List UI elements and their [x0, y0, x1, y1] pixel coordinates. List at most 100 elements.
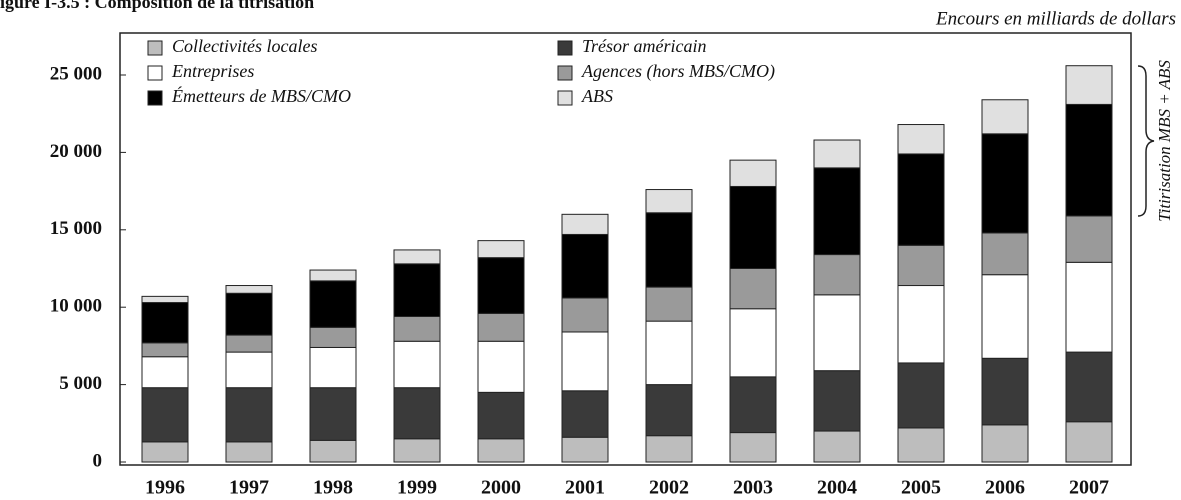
- bar-segment: [1065, 351, 1113, 423]
- bar-segment: [225, 441, 273, 463]
- bar-segment: [561, 390, 609, 438]
- bar-segment: [729, 185, 777, 269]
- plot-frame: [119, 32, 1132, 466]
- bar-segment: [141, 342, 189, 358]
- bar-segment: [225, 387, 273, 443]
- bar-segment: [393, 438, 441, 463]
- bar-segment: [561, 331, 609, 392]
- bar-segment: [225, 285, 273, 294]
- bar-segment: [897, 285, 945, 364]
- bar-segment: [393, 263, 441, 317]
- legend-swatch: [557, 90, 573, 106]
- bar-segment: [141, 356, 189, 389]
- x-tick-label: 2003: [733, 477, 773, 499]
- bar-segment: [981, 424, 1029, 463]
- bar-segment: [897, 427, 945, 463]
- bar-segment: [393, 249, 441, 265]
- y-tick-label: 5 000: [59, 373, 102, 394]
- bar-segment: [1065, 65, 1113, 105]
- bar-segment: [225, 292, 273, 336]
- legend-swatch: [147, 65, 163, 81]
- bar-segment: [645, 384, 693, 437]
- bar-segment: [477, 391, 525, 440]
- bar-segment: [309, 387, 357, 441]
- x-tick-label: 2000: [481, 477, 521, 499]
- bar-segment: [561, 233, 609, 299]
- bar-segment: [981, 133, 1029, 234]
- bar-segment: [1065, 103, 1113, 217]
- legend-label: Collectivités locales: [172, 36, 317, 56]
- bar-segment: [729, 268, 777, 310]
- bar-segment: [1065, 261, 1113, 353]
- brace: [1137, 65, 1155, 217]
- bar-segment: [813, 167, 861, 256]
- bar-segment: [897, 153, 945, 246]
- legend-label: Trésor américain: [582, 36, 707, 56]
- bar-segment: [813, 370, 861, 432]
- bar-segment: [645, 212, 693, 288]
- y-tick-label: 10 000: [50, 296, 102, 317]
- bar-segment: [393, 340, 441, 389]
- bar-segment: [981, 232, 1029, 276]
- bar-segment: [645, 286, 693, 322]
- bar-segment: [141, 295, 189, 304]
- bar-segment: [897, 124, 945, 155]
- bar-segment: [477, 257, 525, 314]
- bar-segment: [981, 99, 1029, 135]
- x-tick-label: 2004: [817, 477, 857, 499]
- bar-segment: [981, 274, 1029, 359]
- legend-swatch: [147, 90, 163, 106]
- bar-segment: [309, 280, 357, 328]
- y-tick-label: 15 000: [50, 218, 102, 239]
- y-tick-label: 0: [93, 450, 103, 471]
- bar-segment: [309, 346, 357, 389]
- bar-segment: [1065, 215, 1113, 263]
- bar-segment: [729, 159, 777, 187]
- bar-segment: [813, 139, 861, 169]
- x-tick-label: 1997: [229, 477, 269, 499]
- bar-segment: [477, 312, 525, 342]
- bar-segment: [1065, 421, 1113, 463]
- bar-segment: [813, 254, 861, 296]
- bar-segment: [393, 315, 441, 342]
- bar-segment: [561, 297, 609, 333]
- x-tick-label: 1999: [397, 477, 437, 499]
- bar-segment: [897, 362, 945, 429]
- bar-segment: [729, 376, 777, 434]
- legend-swatch: [557, 40, 573, 56]
- bar-segment: [645, 435, 693, 463]
- legend-label: Entreprises: [171, 61, 254, 81]
- bar-segment: [477, 438, 525, 463]
- x-tick-label: 2005: [901, 477, 941, 499]
- x-tick-label: 2007: [1069, 477, 1109, 499]
- bar-segment: [477, 240, 525, 259]
- bar-segment: [729, 432, 777, 463]
- bar-segment: [309, 326, 357, 348]
- x-tick-label: 1998: [313, 477, 353, 499]
- bar-segment: [897, 244, 945, 287]
- bar-segment: [813, 294, 861, 372]
- legend-swatch: [557, 65, 573, 81]
- bar-segment: [393, 387, 441, 440]
- legend-label: ABS: [581, 86, 613, 106]
- bar-segment: [981, 357, 1029, 426]
- bar-segment: [141, 302, 189, 344]
- bar-segment: [729, 308, 777, 378]
- bar-segment: [309, 269, 357, 282]
- legend-label: Émetteurs de MBS/CMO: [171, 85, 351, 106]
- bar-segment: [813, 430, 861, 463]
- bar-segment: [561, 436, 609, 463]
- chart-title: igure I-3.5 : Composition de la titrisat…: [0, 0, 314, 12]
- bar-segment: [645, 320, 693, 386]
- bar-segment: [141, 387, 189, 443]
- subtitle: Encours en milliards de dollars: [935, 8, 1176, 29]
- legend-label: Agences (hors MBS/CMO): [581, 61, 775, 82]
- bar-segment: [561, 213, 609, 235]
- x-tick-label: 2001: [565, 477, 605, 499]
- x-tick-label: 2002: [649, 477, 689, 499]
- y-tick-label: 20 000: [50, 141, 102, 162]
- bar-segment: [141, 441, 189, 463]
- bar-segment: [645, 189, 693, 214]
- annotation: Titirisation MBS + ABS: [1155, 60, 1174, 222]
